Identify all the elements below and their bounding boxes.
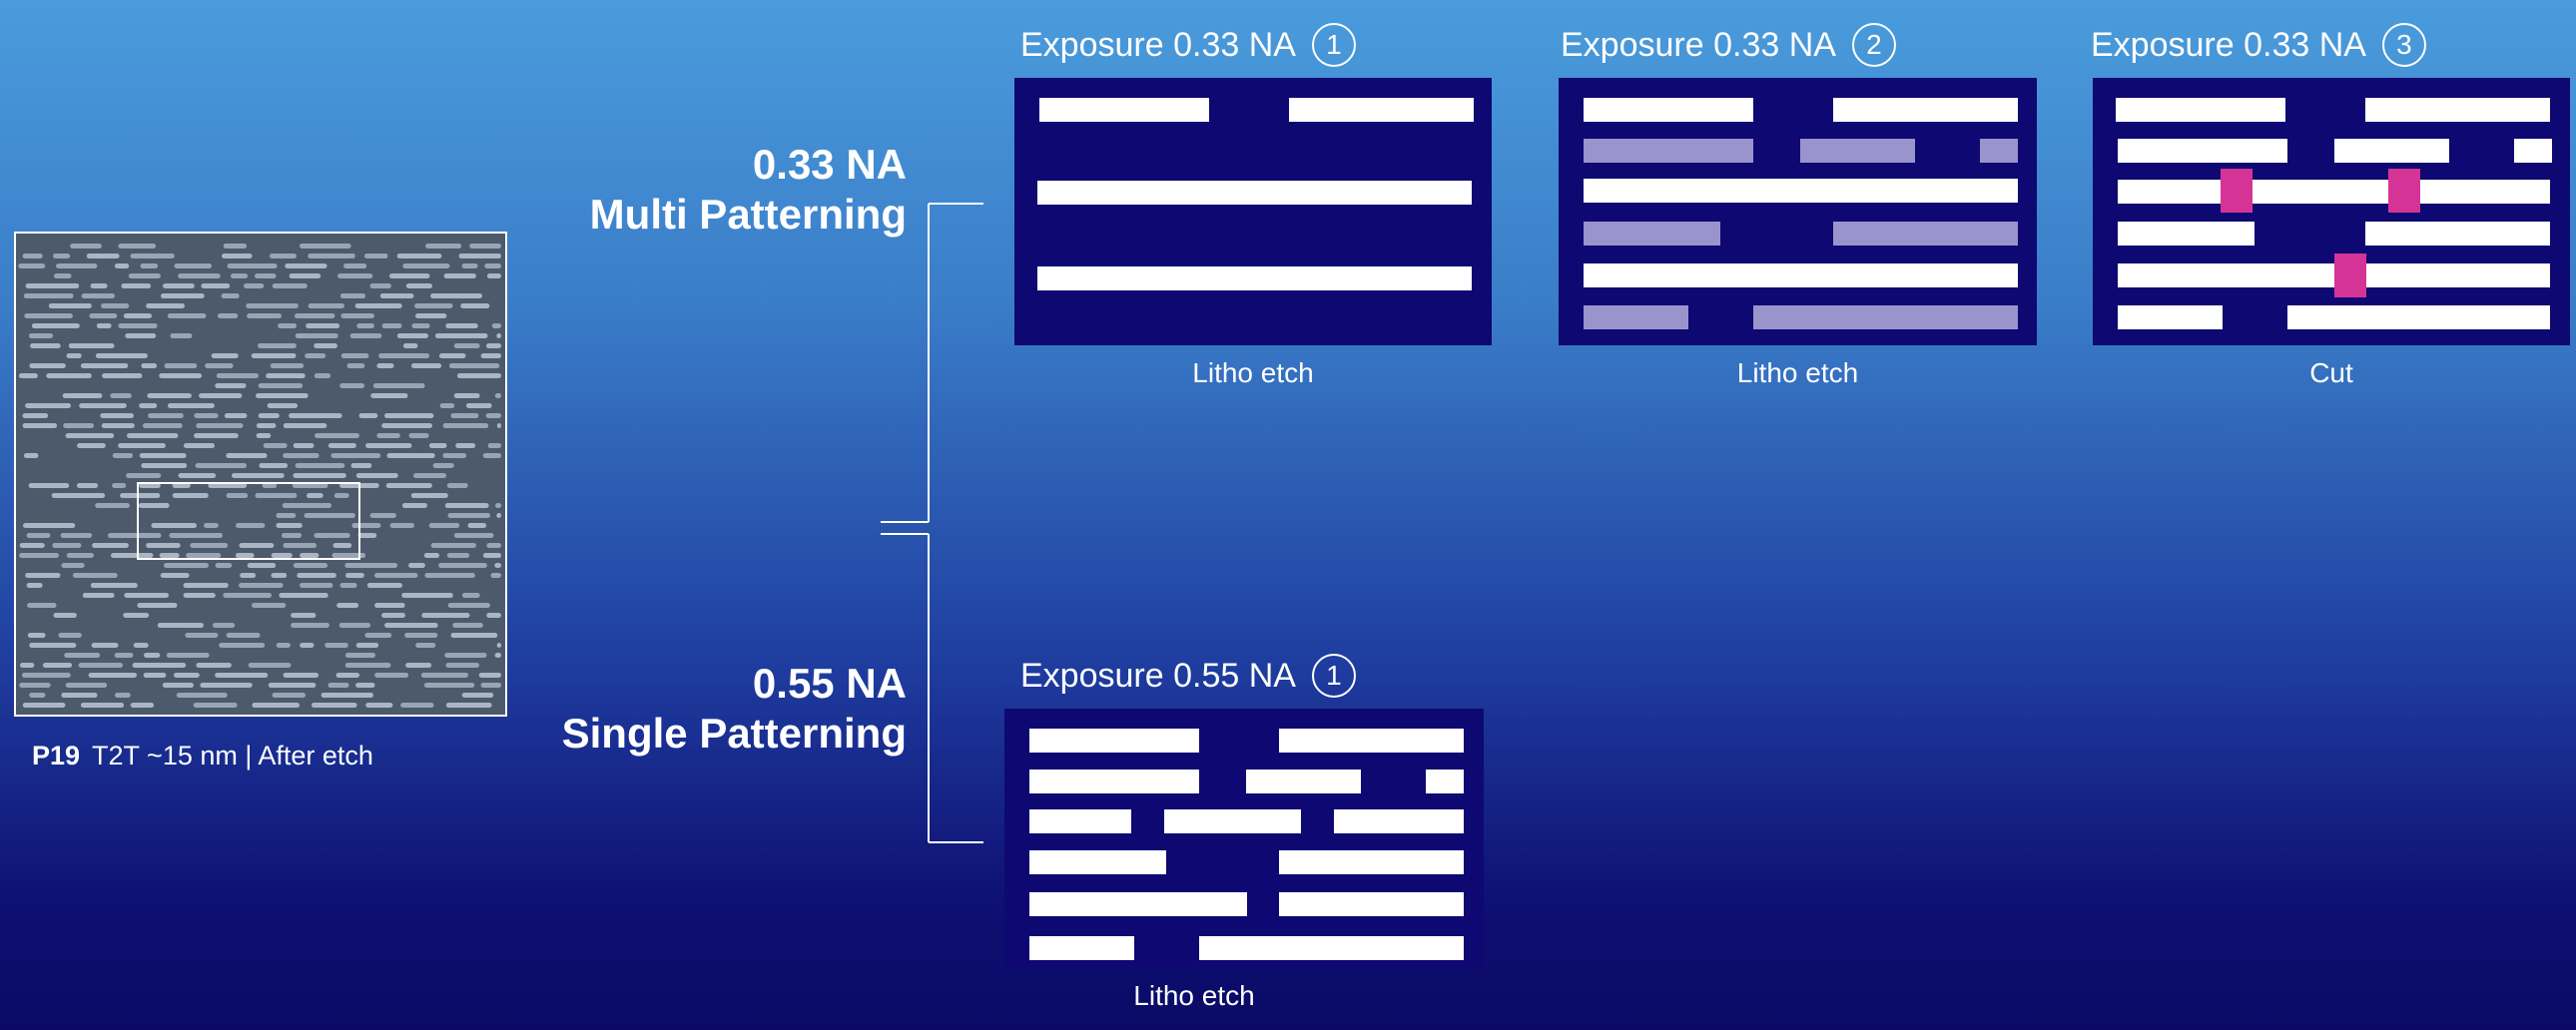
exposure-1-panel [1014,78,1492,345]
step-number-badge: 3 [2381,23,2426,67]
cut-mask [2388,169,2420,213]
exposure-3-caption: Cut [2309,357,2353,388]
exposure-055-pattern [1029,729,1464,960]
group-title-033-line1: 0.33 NA [752,141,907,188]
group-title-033-line2: Multi Patterning [589,191,907,238]
step-number-badge: 1 [1311,654,1356,698]
exposure-1-caption: Litho etch [1192,357,1314,388]
exposure-055-title: Exposure 0.55 NA 1 [1020,651,1356,701]
exposure-055-caption: Litho etch [1133,980,1255,1011]
sem-caption-bold: P19 [32,741,81,771]
sem-image [14,232,507,717]
sem-caption: P19 T2T ~15 nm | After etch [32,741,373,772]
exposure-2-title-text: Exposure 0.33 NA [1561,25,1836,64]
exposure-1-title-text: Exposure 0.33 NA [1020,25,1296,64]
exposure-2-pattern [1584,98,2018,329]
group-title-055-line1: 0.55 NA [752,660,907,707]
cut-mask [2221,169,2253,213]
exposure-3-title-text: Exposure 0.33 NA [2091,25,2366,64]
exposure-1-title: Exposure 0.33 NA 1 [1020,20,1356,70]
exposure-1-pattern [1037,98,1474,290]
step-number-badge: 1 [1311,23,1356,67]
sem-caption-text: T2T ~15 nm | After etch [92,741,373,771]
exposure-055-title-text: Exposure 0.55 NA [1020,656,1296,695]
group-title-055: 0.55 NA Single Patterning [562,659,907,759]
exposure-3-panel [2093,78,2570,345]
exposure-3-title: Exposure 0.33 NA 3 [2091,20,2426,70]
group-title-033: 0.33 NA Multi Patterning [590,140,907,240]
sem-pattern [18,244,501,708]
step-number-badge: 2 [1851,23,1896,67]
sem-highlight-box [137,482,360,560]
exposure-3-pattern [2116,98,2552,329]
exposure-2-title: Exposure 0.33 NA 2 [1561,20,1896,70]
exposure-055-panel [1004,709,1484,968]
cut-mask [2334,254,2366,297]
exposure-2-caption: Litho etch [1736,357,1859,388]
group-title-055-line2: Single Patterning [561,710,907,757]
exposure-2-panel [1559,78,2037,345]
